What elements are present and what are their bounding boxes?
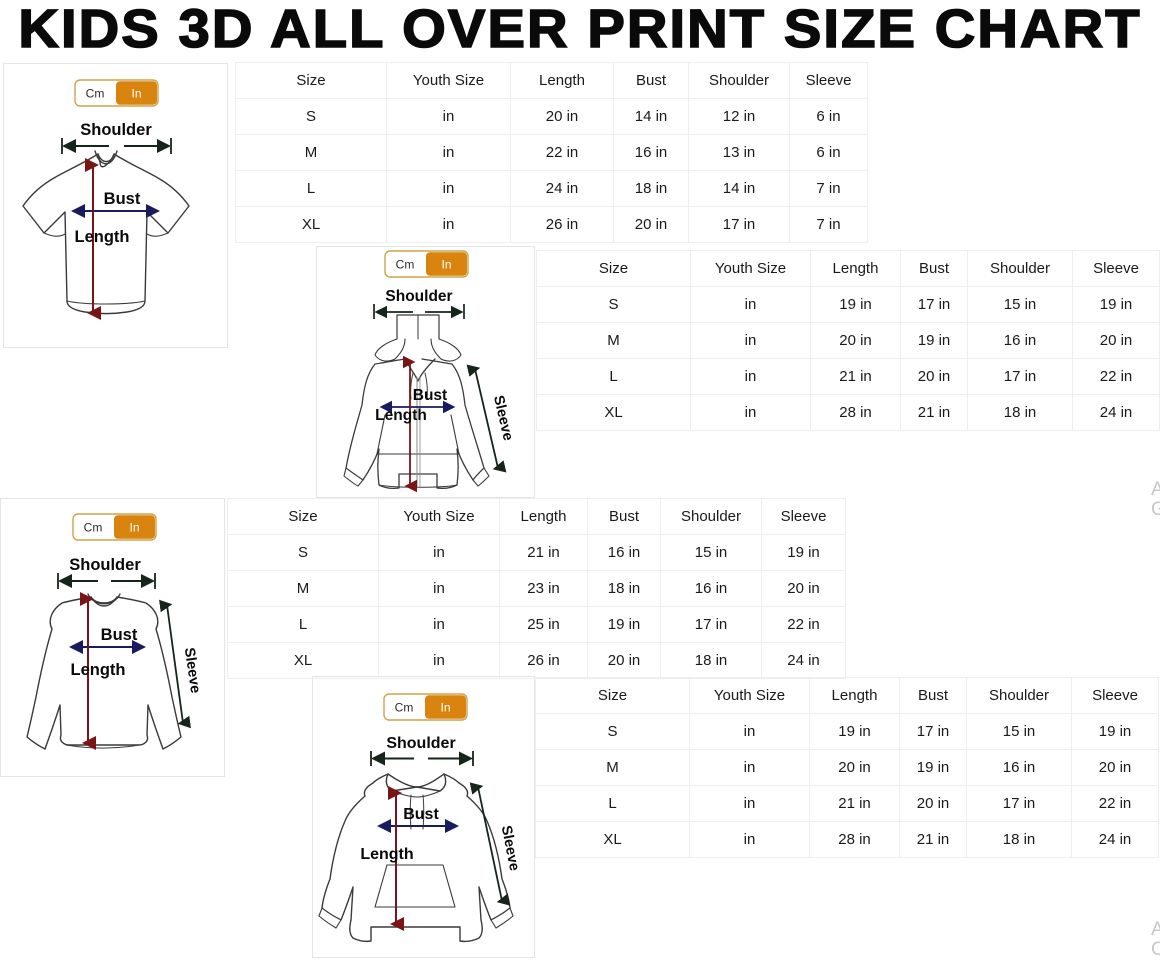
svg-text:Cm: Cm	[84, 521, 103, 535]
svg-text:Cm: Cm	[396, 258, 415, 272]
svg-text:Cm: Cm	[395, 701, 414, 715]
svg-text:In: In	[129, 521, 139, 535]
svg-text:Shoulder: Shoulder	[69, 556, 141, 574]
svg-text:Length: Length	[375, 407, 427, 424]
svg-text:Sleeve: Sleeve	[498, 824, 522, 872]
svg-text:Shoulder: Shoulder	[80, 121, 152, 139]
svg-text:Shoulder: Shoulder	[386, 735, 455, 752]
svg-text:Length: Length	[75, 228, 130, 246]
svg-text:Bust: Bust	[413, 387, 447, 404]
svg-text:Shoulder: Shoulder	[385, 288, 452, 305]
svg-text:Cm: Cm	[86, 87, 105, 101]
svg-text:In: In	[441, 258, 451, 272]
svg-text:Bust: Bust	[101, 626, 138, 644]
svg-text:Bust: Bust	[403, 806, 439, 823]
svg-text:In: In	[131, 87, 141, 101]
svg-text:Length: Length	[360, 846, 413, 863]
svg-text:Sleeve: Sleeve	[181, 647, 203, 695]
svg-text:Bust: Bust	[104, 190, 141, 208]
svg-text:Sleeve: Sleeve	[490, 394, 516, 442]
svg-text:Length: Length	[71, 661, 126, 679]
svg-text:In: In	[440, 701, 450, 715]
